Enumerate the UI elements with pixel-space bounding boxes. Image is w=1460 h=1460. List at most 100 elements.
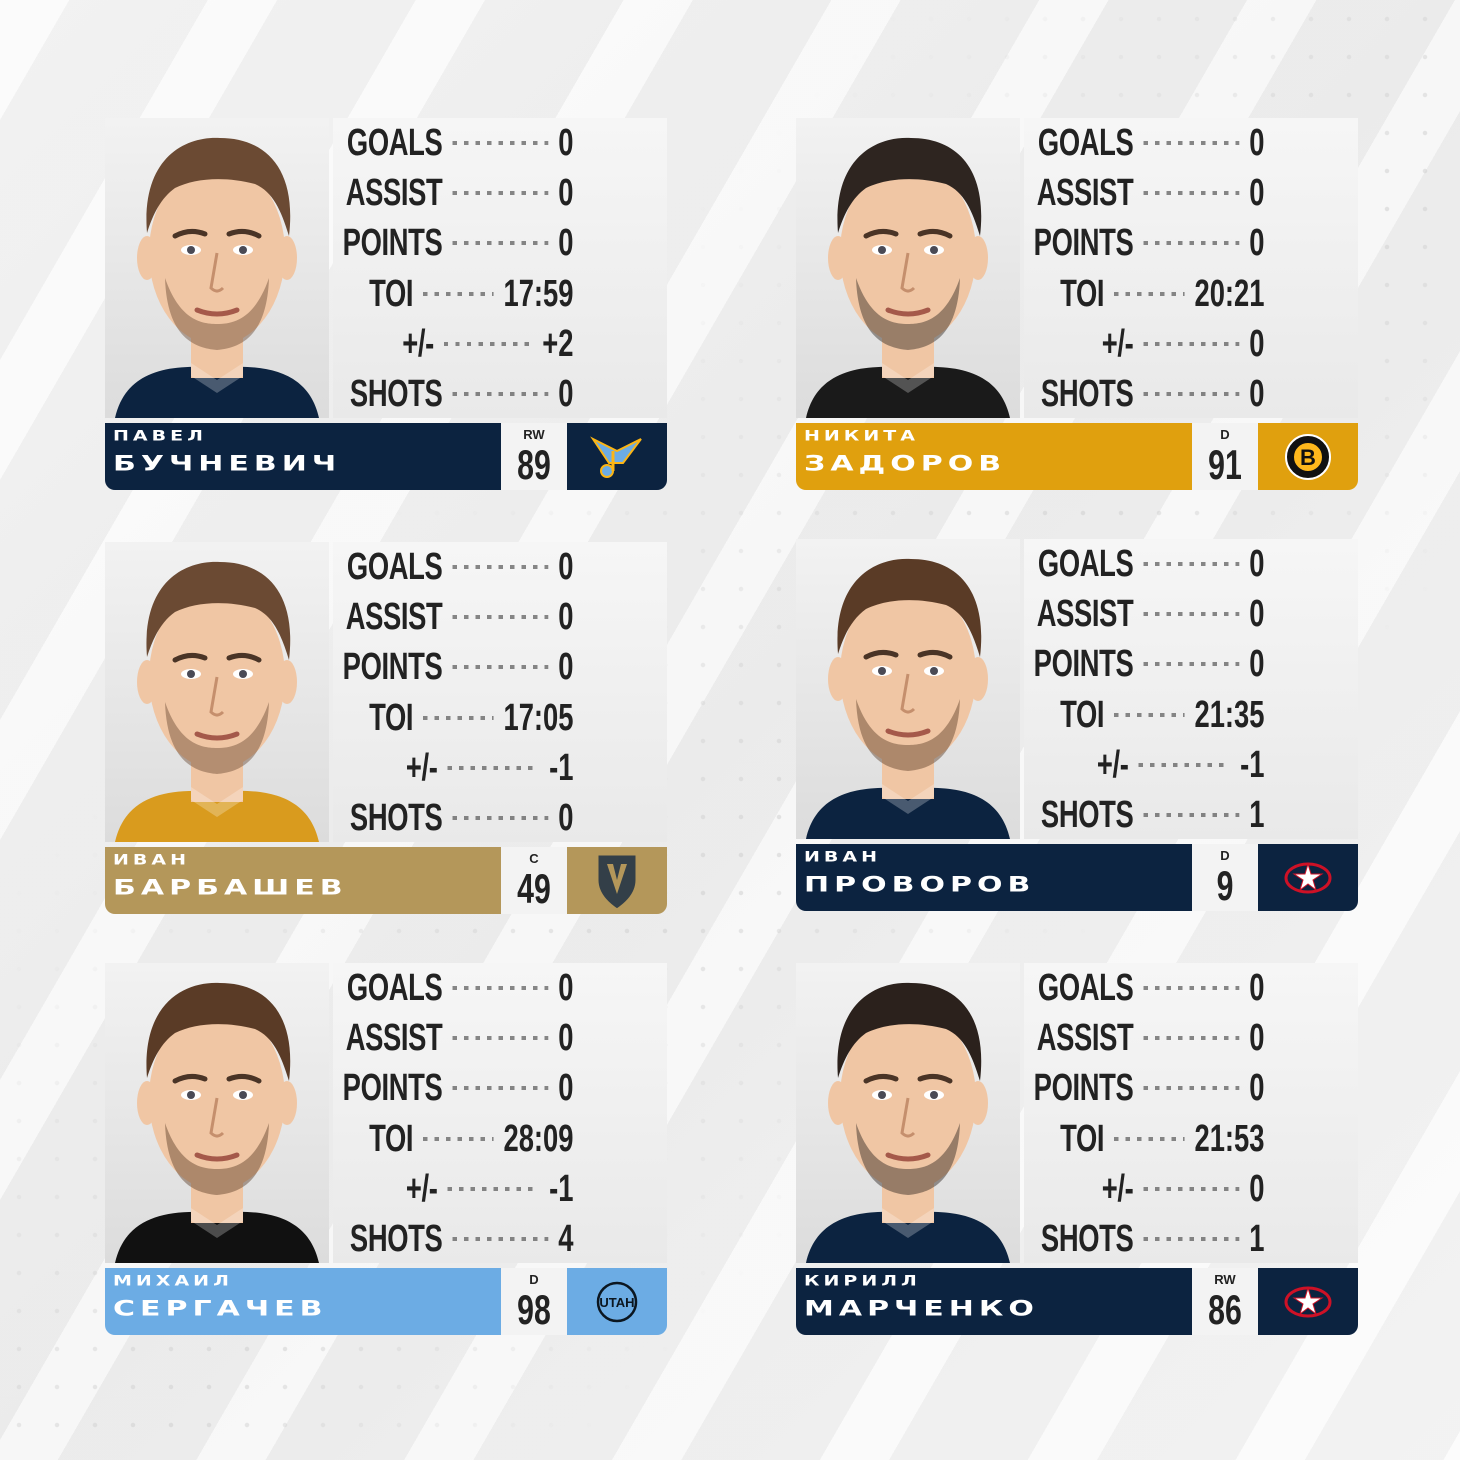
dashed-leader (1143, 342, 1240, 346)
dashed-leader (1143, 612, 1240, 616)
player-card: GOALS 0 ASSIST 0 POINTS 0 TOI 21:53 +/- … (796, 963, 1358, 1335)
player-first-name: НИКИТА (804, 427, 919, 444)
stat-row: ASSIST 0 (1024, 168, 1265, 218)
stat-value: 0 (1249, 642, 1265, 685)
stat-value: 0 (1249, 966, 1265, 1009)
stat-label: POINTS (342, 221, 443, 264)
stat-value: 0 (1249, 372, 1265, 415)
columbus-blue-jackets-logo (1284, 1285, 1332, 1317)
dashed-leader (1143, 1086, 1240, 1090)
dashed-leader (1143, 241, 1240, 245)
stat-label: +/- (405, 1167, 438, 1210)
stat-label: +/- (402, 322, 434, 365)
player-last-name: БАРБАШЕВ (113, 874, 348, 901)
stat-row: SHOTS 1 (1024, 1214, 1265, 1264)
dashed-leader (452, 392, 549, 396)
player-last-name: ПРОВОРОВ (804, 871, 1036, 898)
stat-value: 28:09 (503, 1117, 574, 1160)
player-number: 9 (1216, 862, 1234, 909)
stat-label: GOALS (1037, 121, 1134, 164)
stat-label: GOALS (346, 966, 443, 1009)
stat-label: TOI (369, 696, 414, 739)
stat-value: 21:53 (1194, 1117, 1265, 1160)
player-position: C (529, 851, 539, 866)
player-position: RW (523, 427, 545, 442)
stat-row: POINTS 0 (1024, 1063, 1265, 1113)
stat-row: GOALS 0 (333, 118, 574, 168)
player-number: 89 (517, 441, 551, 488)
stat-label: GOALS (1037, 542, 1134, 585)
svg-text:UTAH: UTAH (599, 1295, 634, 1310)
stat-row: POINTS 0 (333, 642, 574, 692)
svg-text:B: B (1300, 445, 1316, 470)
player-card: GOALS 0 ASSIST 0 POINTS 0 TOI 20:21 +/- … (796, 118, 1358, 490)
player-portrait (105, 118, 329, 418)
stat-value: 1 (1249, 1217, 1265, 1260)
number-box: D 98 (501, 1268, 567, 1335)
player-card: GOALS 0 ASSIST 0 POINTS 0 TOI 17:05 +/- … (105, 542, 667, 914)
dashed-leader (1143, 562, 1240, 566)
stats-panel: GOALS 0 ASSIST 0 POINTS 0 TOI 17:05 +/- … (333, 542, 667, 842)
stat-row: +/- -1 (1024, 740, 1265, 790)
stat-row: +/- 0 (1024, 319, 1265, 369)
stat-row: ASSIST 0 (333, 592, 574, 642)
stat-value: 0 (1249, 1167, 1265, 1210)
stat-value: -1 (549, 1167, 574, 1210)
dashed-leader (452, 1237, 549, 1241)
player-portrait (796, 963, 1020, 1263)
stat-row: TOI 28:09 (333, 1114, 573, 1164)
stat-label: POINTS (1033, 642, 1134, 685)
number-box: C 49 (501, 847, 567, 914)
player-portrait (105, 963, 329, 1263)
stat-row: ASSIST 0 (333, 1013, 574, 1063)
stat-value: 0 (558, 645, 574, 688)
stat-row: +/- -1 (333, 743, 574, 793)
stat-label: POINTS (1033, 1066, 1134, 1109)
stats-panel: GOALS 0 ASSIST 0 POINTS 0 TOI 17:59 +/- … (333, 118, 667, 418)
player-number: 86 (1208, 1286, 1242, 1333)
player-portrait (796, 539, 1020, 839)
dashed-leader (1143, 813, 1240, 817)
player-last-name: СЕРГАЧЕВ (113, 1295, 328, 1322)
player-number: 49 (517, 865, 551, 912)
stat-value: 0 (1249, 221, 1265, 264)
number-box: RW 86 (1192, 1268, 1258, 1335)
name-bar: МИХАИЛ СЕРГАЧЕВ (105, 1268, 501, 1335)
stat-label: +/- (405, 746, 438, 789)
dashed-leader (447, 1187, 540, 1191)
stats-panel: GOALS 0 ASSIST 0 POINTS 0 TOI 20:21 +/- … (1024, 118, 1358, 418)
stat-label: SHOTS (1040, 372, 1134, 415)
dashed-leader (452, 241, 549, 245)
stat-value: 4 (558, 1217, 574, 1260)
stat-value: 0 (558, 372, 574, 415)
player-card: GOALS 0 ASSIST 0 POINTS 0 TOI 17:59 +/- … (105, 118, 667, 490)
dashed-leader (443, 342, 533, 346)
number-box: RW 89 (501, 423, 567, 490)
dashed-leader (452, 986, 549, 990)
dashed-leader (423, 1137, 494, 1141)
player-first-name: КИРИЛЛ (804, 1272, 921, 1289)
name-bar: ПАВЕЛ БУЧНЕВИЧ (105, 423, 501, 490)
dashed-leader (1143, 1187, 1240, 1191)
stat-label: +/- (1096, 743, 1129, 786)
stat-value: 1 (1249, 793, 1265, 836)
stat-label: ASSIST (1036, 171, 1134, 214)
stat-value: +2 (542, 322, 574, 365)
stat-value: 20:21 (1194, 272, 1265, 315)
stat-row: SHOTS 0 (333, 369, 574, 419)
player-portrait (796, 118, 1020, 418)
stat-row: POINTS 0 (1024, 639, 1265, 689)
stat-row: POINTS 0 (333, 1063, 574, 1113)
dashed-leader (1143, 392, 1240, 396)
team-logo-box: B (1258, 423, 1358, 490)
stat-value: 0 (558, 221, 574, 264)
stat-row: POINTS 0 (1024, 218, 1265, 268)
team-logo-box (567, 423, 667, 490)
player-position: D (1220, 848, 1230, 863)
name-bar: ИВАН БАРБАШЕВ (105, 847, 501, 914)
stat-label: SHOTS (1040, 793, 1134, 836)
team-logo-box (1258, 1268, 1358, 1335)
name-bar: ИВАН ПРОВОРОВ (796, 844, 1192, 911)
stat-value: 0 (1249, 1066, 1265, 1109)
player-last-name: БУЧНЕВИЧ (113, 450, 342, 477)
